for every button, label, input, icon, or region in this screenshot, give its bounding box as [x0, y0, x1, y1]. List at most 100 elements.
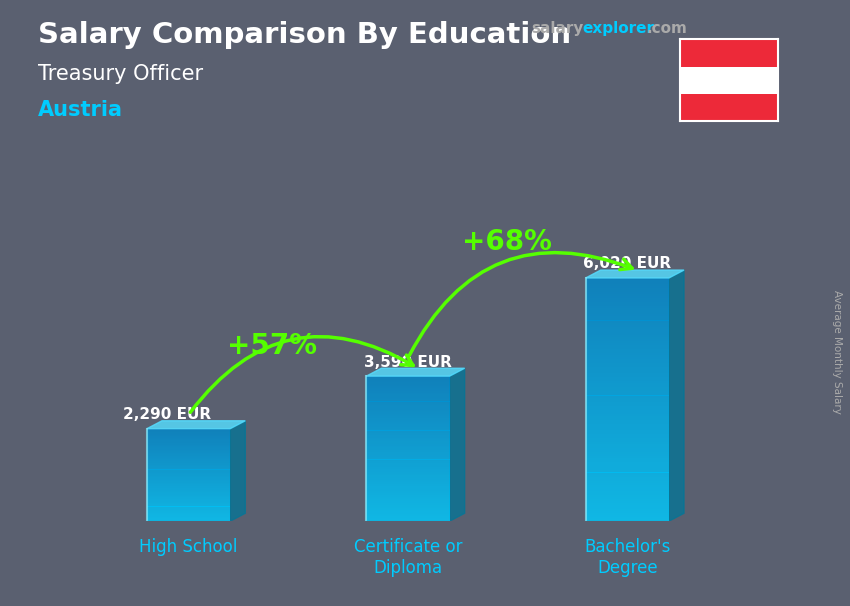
Text: 6,020 EUR: 6,020 EUR: [583, 256, 672, 271]
Text: Average Monthly Salary: Average Monthly Salary: [832, 290, 842, 413]
Bar: [147, 518, 230, 519]
Bar: [147, 442, 230, 444]
Bar: [366, 406, 450, 408]
Bar: [366, 382, 450, 384]
Bar: [147, 511, 230, 512]
Bar: [147, 506, 230, 507]
Bar: [586, 515, 669, 517]
Bar: [147, 510, 230, 511]
Bar: [586, 292, 669, 294]
Polygon shape: [230, 421, 246, 521]
Bar: [366, 436, 450, 438]
Bar: [366, 424, 450, 425]
Bar: [586, 335, 669, 337]
Bar: [366, 451, 450, 452]
Text: Treasury Officer: Treasury Officer: [38, 64, 203, 84]
Bar: [366, 493, 450, 494]
Bar: [366, 440, 450, 441]
Bar: [586, 497, 669, 499]
Bar: [366, 518, 450, 519]
Bar: [366, 427, 450, 428]
Bar: [366, 416, 450, 417]
Bar: [586, 325, 669, 327]
Bar: [586, 448, 669, 450]
Bar: [366, 474, 450, 475]
Bar: [147, 444, 230, 445]
Bar: [366, 481, 450, 482]
Bar: [586, 503, 669, 505]
Text: +57%: +57%: [227, 332, 317, 360]
Bar: [147, 488, 230, 489]
Bar: [586, 505, 669, 507]
Bar: [366, 391, 450, 392]
Text: .com: .com: [646, 21, 687, 36]
Bar: [366, 393, 450, 395]
Bar: [586, 294, 669, 296]
Bar: [586, 357, 669, 359]
Bar: [147, 431, 230, 433]
Bar: [586, 464, 669, 467]
Bar: [366, 453, 450, 454]
Bar: [366, 464, 450, 465]
Bar: [680, 94, 778, 121]
Bar: [147, 464, 230, 465]
Bar: [147, 482, 230, 484]
Bar: [147, 494, 230, 495]
Bar: [586, 446, 669, 448]
Bar: [586, 442, 669, 444]
Polygon shape: [366, 368, 465, 376]
Bar: [586, 436, 669, 438]
Bar: [366, 462, 450, 463]
Bar: [586, 339, 669, 341]
Bar: [366, 503, 450, 504]
Bar: [586, 300, 669, 302]
Bar: [366, 515, 450, 516]
Bar: [366, 429, 450, 430]
Bar: [147, 505, 230, 506]
Bar: [366, 417, 450, 418]
Bar: [147, 504, 230, 505]
Bar: [586, 485, 669, 487]
Bar: [366, 376, 450, 378]
Bar: [366, 381, 450, 382]
Bar: [366, 425, 450, 427]
Bar: [586, 470, 669, 473]
Bar: [147, 477, 230, 478]
Bar: [366, 442, 450, 444]
Bar: [366, 468, 450, 469]
Bar: [586, 353, 669, 355]
Bar: [586, 384, 669, 385]
Bar: [586, 280, 669, 282]
Bar: [366, 490, 450, 491]
Bar: [586, 369, 669, 371]
Bar: [586, 371, 669, 373]
Bar: [366, 507, 450, 508]
Bar: [586, 391, 669, 393]
Bar: [147, 455, 230, 456]
Bar: [147, 454, 230, 455]
Bar: [366, 404, 450, 405]
Bar: [586, 482, 669, 485]
Bar: [147, 519, 230, 521]
Bar: [586, 461, 669, 462]
Bar: [366, 510, 450, 511]
Bar: [366, 519, 450, 520]
Bar: [147, 456, 230, 457]
Bar: [366, 488, 450, 490]
Bar: [586, 432, 669, 434]
Bar: [366, 504, 450, 505]
Bar: [366, 465, 450, 467]
Bar: [366, 435, 450, 436]
Bar: [586, 393, 669, 396]
Bar: [680, 39, 778, 67]
Bar: [147, 468, 230, 470]
Bar: [147, 443, 230, 444]
Bar: [147, 502, 230, 504]
Bar: [366, 445, 450, 446]
Bar: [147, 470, 230, 471]
Bar: [366, 485, 450, 486]
Bar: [366, 469, 450, 470]
Bar: [586, 494, 669, 497]
Text: Salary Comparison By Education: Salary Comparison By Education: [38, 21, 571, 49]
Bar: [147, 478, 230, 479]
